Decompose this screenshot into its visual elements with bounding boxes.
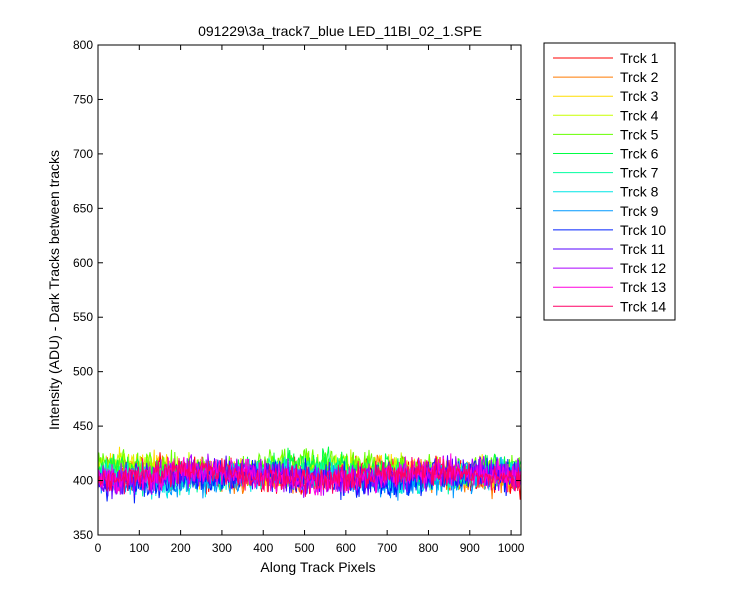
y-tick-label: 650	[73, 201, 93, 215]
x-tick-label: 900	[460, 541, 480, 555]
legend-label: Trck 13	[620, 279, 666, 295]
legend-item: Trck 14	[553, 298, 666, 314]
legend-label: Trck 6	[620, 146, 659, 162]
legend-item: Trck 12	[553, 260, 666, 276]
legend-box	[543, 42, 676, 321]
x-tick-label: 400	[253, 541, 273, 555]
y-axis-label: Intensity (ADU) - Dark Tracks between tr…	[46, 150, 62, 430]
x-axis-label: Along Track Pixels	[260, 559, 375, 575]
legend-label: Trck 3	[620, 88, 659, 104]
y-tick-label: 450	[73, 419, 93, 433]
legend-item: Trck 13	[553, 279, 666, 295]
x-axis: 0 100 200 300 400 500 600 700 800 900 1000	[95, 45, 525, 555]
legend-label: Trck 1	[620, 50, 659, 66]
legend-item: Trck 6	[553, 146, 659, 162]
plot-frame	[97, 44, 522, 536]
legend-item: Trck 2	[553, 69, 659, 85]
x-tick-label: 600	[336, 541, 356, 555]
legend-item: Trck 10	[553, 222, 666, 238]
legend-label: Trck 12	[620, 260, 666, 276]
x-tick-label: 0	[95, 541, 102, 555]
y-tick-label: 500	[73, 365, 93, 379]
chart-title: 091229\3a_track7_blue LED_11BI_02_1.SPE	[198, 23, 482, 39]
legend-label: Trck 8	[620, 184, 659, 200]
y-tick-label: 700	[73, 147, 93, 161]
y-axis: 350 400 450 500 550 600 650 700 750 800	[73, 38, 521, 542]
y-tick-label: 350	[73, 528, 93, 542]
legend-label: Trck 7	[620, 165, 659, 181]
x-tick-label: 200	[171, 541, 191, 555]
y-tick-label: 800	[73, 38, 93, 52]
y-tick-label: 750	[73, 92, 93, 106]
legend-item: Trck 1	[553, 50, 659, 66]
y-tick-label: 400	[73, 474, 93, 488]
x-tick-label: 100	[129, 541, 149, 555]
legend-label: Trck 4	[620, 107, 659, 123]
plot-area	[98, 45, 521, 535]
legend-item: Trck 8	[553, 184, 659, 200]
series-line-14	[98, 456, 521, 497]
legend-item: Trck 7	[553, 165, 659, 181]
x-tick-label: 700	[377, 541, 397, 555]
legend-label: Trck 10	[620, 222, 666, 238]
series-layer	[98, 446, 521, 504]
legend-label: Trck 2	[620, 69, 659, 85]
x-tick-label: 500	[295, 541, 315, 555]
y-tick-label: 550	[73, 310, 93, 324]
legend-label: Trck 9	[620, 203, 659, 219]
x-tick-label: 800	[418, 541, 438, 555]
legend-item: Trck 9	[553, 203, 659, 219]
legend-item: Trck 3	[553, 88, 659, 104]
x-tick-label: 1000	[498, 541, 525, 555]
legend-item: Trck 5	[553, 126, 659, 142]
y-tick-label: 600	[73, 256, 93, 270]
legend-label: Trck 5	[620, 126, 659, 142]
legend-item: Trck 4	[553, 107, 659, 123]
legend-label: Trck 14	[620, 298, 666, 314]
x-tick-label: 300	[212, 541, 232, 555]
legend: Trck 1 Trck 2 Trck 3 Trck 4 Trck 5 Trck 6 Trck…	[543, 42, 676, 321]
legend-label: Trck 11	[620, 241, 665, 257]
legend-item: Trck 11	[553, 241, 665, 257]
series-line-13	[98, 453, 521, 496]
